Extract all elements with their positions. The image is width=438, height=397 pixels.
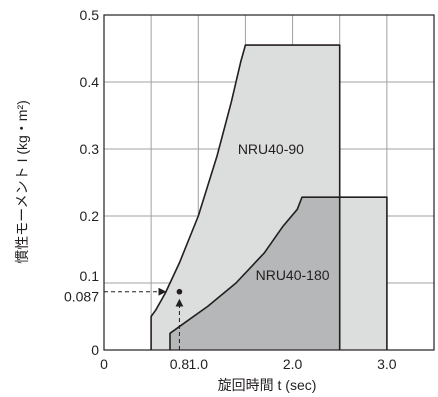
series-label-1: NRU40-90	[238, 141, 304, 157]
x-axis-ticks: 0 0.8 1.0 2.0 3.0	[100, 356, 397, 372]
series-fills	[151, 45, 387, 350]
y-tick-label: 0.5	[80, 7, 100, 23]
y-tick-label: 0.2	[80, 208, 100, 224]
series-line-1	[150, 44, 341, 350]
example-point-annotation	[104, 287, 184, 350]
overlap-area	[170, 197, 340, 350]
y-tick-label: 0.1	[80, 268, 100, 284]
y-tick-label: 0	[91, 342, 99, 358]
y-tick-label: 0.3	[80, 141, 100, 157]
series-label-2: NRU40-180	[256, 267, 330, 283]
x-tick-label: 0.8	[170, 356, 190, 372]
y-tick-label: 0.087	[64, 289, 99, 305]
x-tick-label: 0	[100, 356, 108, 372]
y-axis-title: 慣性モーメント I (kg・m²)	[14, 100, 30, 264]
y-tick-label: 0.4	[80, 74, 100, 90]
plot-frame	[103, 14, 435, 351]
annotation-point	[176, 288, 183, 295]
x-tick-label: 3.0	[377, 356, 397, 372]
x-tick-label: 1.0	[189, 356, 209, 372]
x-tick-label: 2.0	[283, 356, 303, 372]
x-axis-title: 旋回時間 t (sec)	[218, 377, 317, 393]
y-axis-ticks: 0 0.087 0.1 0.2 0.3 0.4 0.5	[64, 7, 99, 358]
series-labels: NRU40-90 NRU40-180	[238, 141, 330, 283]
